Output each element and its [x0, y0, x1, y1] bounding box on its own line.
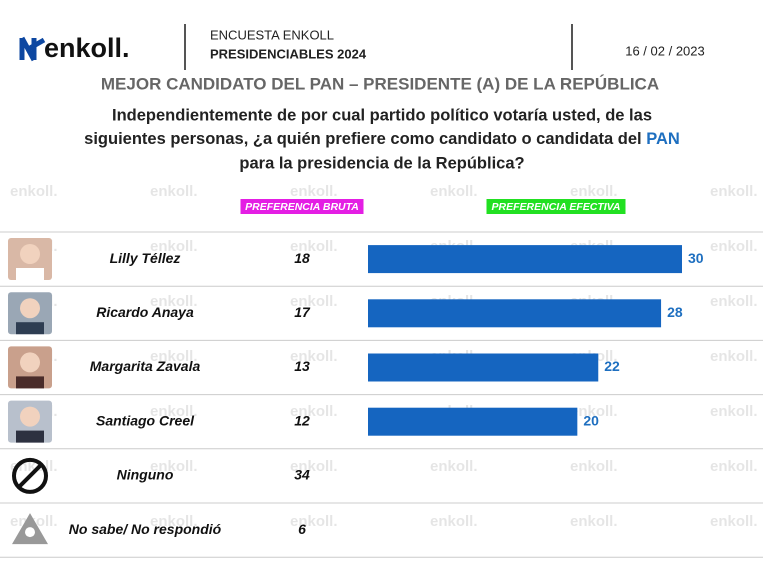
legend-label: PREFERENCIA BRUTA [245, 201, 359, 213]
watermark: enkoll. [570, 183, 618, 200]
watermark: enkoll. [710, 403, 758, 420]
watermark: enkoll. [570, 513, 618, 530]
watermark: enkoll. [710, 513, 758, 530]
watermark: enkoll. [710, 183, 758, 200]
chart-title: MEJOR CANDIDATO DEL PAN – PRESIDENTE (A)… [101, 74, 659, 93]
watermark: enkoll. [290, 238, 338, 255]
category-label: Margarita Zavala [90, 358, 201, 374]
gross-value: 34 [294, 467, 310, 483]
bar [368, 299, 662, 328]
watermark: enkoll. [710, 238, 758, 255]
legend-swatch [486, 199, 626, 214]
question: Independientemente de por cual partido p… [112, 106, 652, 124]
watermark: enkoll. [710, 348, 758, 365]
watermark: enkoll. [570, 458, 618, 475]
watermark: enkoll. [150, 238, 198, 255]
watermark: enkoll. [290, 348, 338, 365]
icon-none [17, 463, 43, 489]
date: 16 / 02 / 2023 [625, 43, 705, 58]
watermark: enkoll. [150, 513, 198, 530]
legend-swatch [240, 199, 364, 214]
photo-body [16, 322, 44, 335]
photo-face [20, 352, 40, 373]
watermark: enkoll. [150, 403, 198, 420]
photo-body [16, 268, 44, 280]
watermark: enkoll. [430, 513, 478, 530]
gross-value: 12 [294, 412, 310, 428]
value-label: 30 [688, 250, 704, 266]
gross-value: 17 [294, 304, 311, 320]
photo-body [16, 430, 44, 443]
watermark: enkoll. [290, 183, 338, 200]
value-label: 20 [583, 412, 599, 428]
bar [368, 245, 682, 274]
value-label: 22 [604, 358, 620, 374]
watermark: enkoll. [570, 403, 618, 420]
watermark: enkoll. [430, 183, 478, 200]
watermark: enkoll. [710, 458, 758, 475]
bar [368, 407, 578, 436]
photo-body [16, 376, 44, 389]
icon-unknown [25, 527, 35, 538]
bar [368, 353, 599, 382]
watermark: enkoll. [290, 458, 338, 475]
value-label: 28 [667, 304, 683, 320]
photo-face [20, 406, 40, 427]
watermark: enkoll. [150, 458, 198, 475]
photo-face [20, 298, 40, 319]
icon-none [12, 457, 48, 494]
question: para la presidencia de la República? [239, 154, 524, 172]
watermark: enkoll. [290, 403, 338, 420]
series-name: PRESIDENCIABLES 2024 [210, 46, 367, 61]
survey-name: ENCUESTA ENKOLL [210, 27, 334, 42]
watermark: enkoll. [150, 293, 198, 310]
watermark: enkoll. [430, 458, 478, 475]
logo-mark [19, 36, 46, 62]
question-party: PAN [646, 130, 680, 148]
gross-value: 13 [294, 358, 310, 374]
gross-value: 18 [294, 250, 310, 266]
watermark: enkoll. [710, 293, 758, 310]
category-label: Lilly Téllez [110, 250, 181, 266]
question: siguientes personas, ¿a quién prefiere c… [84, 130, 680, 148]
watermark: enkoll. [150, 348, 198, 365]
gross-value: 6 [298, 521, 306, 537]
category-label: Ricardo Anaya [96, 304, 194, 320]
watermark: enkoll. [150, 183, 198, 200]
legend-label: PREFERENCIA EFECTIVA [492, 201, 621, 213]
watermark: enkoll. [290, 293, 338, 310]
category-label: No sabe/ No respondió [69, 521, 222, 537]
category-label: Santiago Creel [96, 412, 195, 428]
watermark: enkoll. [10, 183, 58, 200]
watermark: enkoll. [290, 513, 338, 530]
photo-face [20, 244, 40, 264]
question: siguientes personas, ¿a quién prefiere c… [84, 130, 641, 148]
category-label: Ninguno [117, 467, 174, 483]
logo: enkoll. [44, 33, 130, 63]
